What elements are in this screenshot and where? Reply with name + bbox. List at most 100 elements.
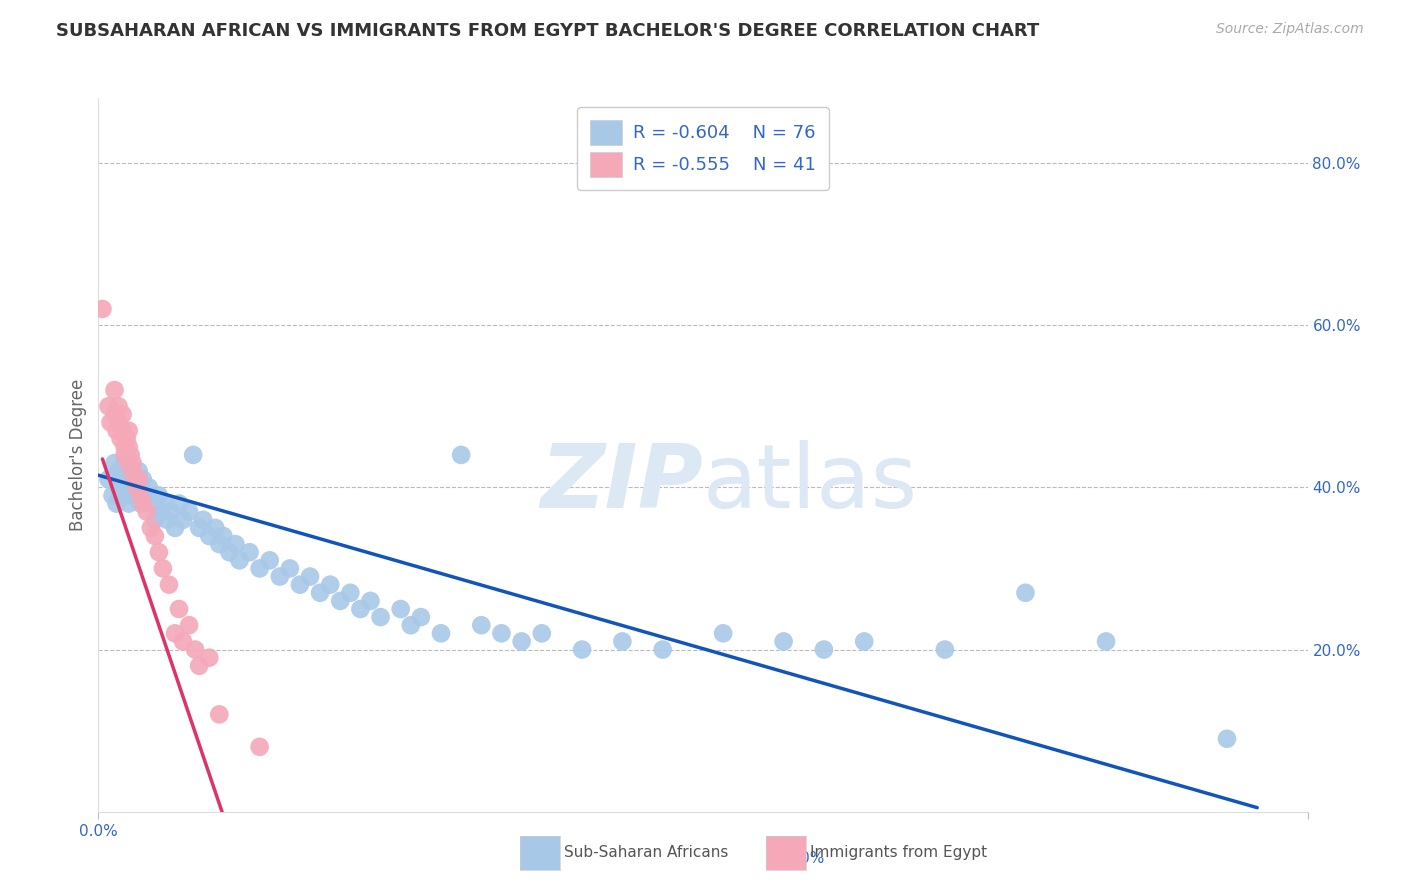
Text: 80.0%: 80.0% — [776, 851, 824, 866]
Point — [107, 399, 129, 413]
Point — [148, 488, 170, 502]
Point — [110, 432, 132, 446]
Point — [139, 521, 162, 535]
Point — [128, 480, 150, 494]
Point — [208, 707, 231, 722]
Point — [491, 626, 513, 640]
Point — [269, 569, 291, 583]
Point — [134, 488, 156, 502]
Point — [399, 618, 422, 632]
Point — [115, 448, 138, 462]
Point — [97, 399, 120, 413]
Point — [288, 577, 311, 591]
Point — [167, 602, 190, 616]
Point — [934, 642, 956, 657]
Point — [612, 634, 634, 648]
Point — [179, 618, 201, 632]
Point — [853, 634, 876, 648]
Point — [142, 497, 165, 511]
Point — [114, 448, 136, 462]
Point — [125, 480, 148, 494]
Point — [111, 488, 134, 502]
Point — [249, 739, 271, 754]
Point — [111, 408, 134, 422]
Point — [198, 650, 221, 665]
Point — [430, 626, 453, 640]
Point — [120, 480, 142, 494]
Point — [370, 610, 392, 624]
Point — [128, 472, 150, 486]
Point — [1014, 586, 1036, 600]
Point — [114, 456, 136, 470]
Point — [212, 529, 235, 543]
Point — [107, 416, 129, 430]
Point — [224, 537, 246, 551]
Point — [121, 488, 143, 502]
Point — [111, 424, 134, 438]
Point — [107, 464, 129, 478]
Point — [129, 488, 152, 502]
Point — [103, 408, 125, 422]
Point — [105, 497, 128, 511]
Point — [319, 577, 342, 591]
Point — [101, 488, 124, 502]
Legend: R = -0.604    N = 76, R = -0.555    N = 41: R = -0.604 N = 76, R = -0.555 N = 41 — [578, 107, 828, 190]
Point — [118, 464, 141, 478]
Point — [329, 594, 352, 608]
Point — [1216, 731, 1239, 746]
Point — [157, 577, 180, 591]
Point — [132, 472, 155, 486]
Point — [135, 505, 157, 519]
Point — [124, 472, 146, 486]
Point — [91, 301, 114, 316]
Point — [204, 521, 226, 535]
Text: Immigrants from Egypt: Immigrants from Egypt — [810, 846, 987, 860]
Text: Sub-Saharan Africans: Sub-Saharan Africans — [564, 846, 728, 860]
Point — [115, 480, 138, 494]
Point — [470, 618, 492, 632]
Point — [138, 480, 160, 494]
Point — [711, 626, 734, 640]
Point — [239, 545, 262, 559]
Text: ZIP: ZIP — [540, 440, 703, 527]
Point — [114, 440, 136, 454]
Point — [167, 497, 190, 511]
Point — [259, 553, 281, 567]
Point — [510, 634, 533, 648]
Point — [181, 448, 204, 462]
Point — [278, 561, 301, 575]
Point — [172, 634, 194, 648]
Point — [120, 448, 142, 462]
Point — [103, 456, 125, 470]
Point — [118, 440, 141, 454]
Point — [571, 642, 593, 657]
Point — [143, 513, 166, 527]
Point — [1095, 634, 1118, 648]
Point — [121, 464, 143, 478]
Point — [208, 537, 231, 551]
Point — [118, 456, 141, 470]
Point — [118, 424, 141, 438]
Point — [179, 505, 201, 519]
Y-axis label: Bachelor's Degree: Bachelor's Degree — [69, 379, 87, 531]
Point — [105, 424, 128, 438]
Point — [349, 602, 371, 616]
Point — [148, 545, 170, 559]
Point — [450, 448, 472, 462]
Point — [152, 561, 174, 575]
Point — [813, 642, 835, 657]
Point — [172, 513, 194, 527]
Point — [409, 610, 432, 624]
Point — [107, 480, 129, 494]
Point — [124, 472, 146, 486]
Point — [156, 513, 179, 527]
Point — [103, 383, 125, 397]
Text: Source: ZipAtlas.com: Source: ZipAtlas.com — [1216, 22, 1364, 37]
Point — [198, 529, 221, 543]
Point — [132, 497, 155, 511]
Point — [143, 529, 166, 543]
Point — [118, 497, 141, 511]
Point — [299, 569, 322, 583]
Point — [193, 513, 215, 527]
Text: atlas: atlas — [703, 440, 918, 527]
